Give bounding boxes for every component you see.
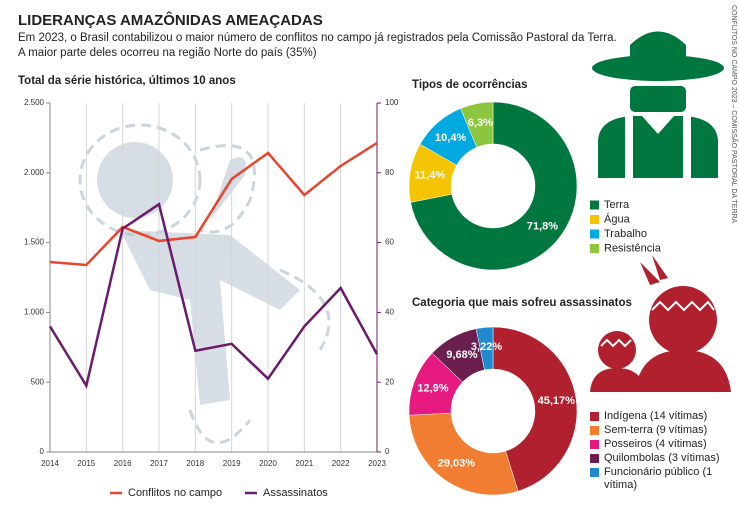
y-tick-label: 1.000 xyxy=(24,308,45,317)
value-label: 29,03% xyxy=(438,457,476,469)
legend-label: Terra xyxy=(604,199,630,211)
x-tick-label: 2016 xyxy=(114,459,132,468)
y2-tick-label: 60 xyxy=(385,238,394,247)
legend-swatch xyxy=(590,215,599,224)
y2-tick-label: 20 xyxy=(385,377,394,386)
x-tick-label: 2023 xyxy=(368,459,386,468)
donut-slice xyxy=(410,101,578,271)
x-tick-label: 2021 xyxy=(295,459,313,468)
x-tick-label: 2022 xyxy=(332,459,350,468)
legend-label: Trabalho xyxy=(604,228,647,240)
value-label: 71,8% xyxy=(527,221,558,233)
x-tick-label: 2017 xyxy=(150,459,168,468)
title: LIDERANÇAS AMAZÔNIDAS AMEAÇADAS xyxy=(18,12,323,29)
value-label: 6,3% xyxy=(468,117,493,129)
legend-swatch xyxy=(590,244,599,253)
legend-label: Posseiros (4 vítimas) xyxy=(604,438,707,450)
y-tick-label: 2.500 xyxy=(24,98,45,107)
source: CONFLITOS NO CAMPO 2023 – COMISSÃO PASTO… xyxy=(730,5,739,224)
value-label: 3,22% xyxy=(471,341,502,353)
legend-label: Indígena (14 vítimas) xyxy=(604,410,708,422)
legend-label: Sem-terra (9 vítimas) xyxy=(604,424,708,436)
y-tick-label: 1.500 xyxy=(24,238,45,247)
legend-label: Água xyxy=(604,212,631,225)
legend-label: Funcionário público (1 vítima) xyxy=(604,466,713,491)
series-line xyxy=(49,141,378,267)
legend: Indígena (14 vítimas) Sem-terra (9 vítima… xyxy=(590,410,735,493)
legend-label: Quilombolas (3 vítimas) xyxy=(604,452,720,464)
chart-title: Total da série histórica, últimos 10 ano… xyxy=(18,75,236,87)
x-tick-label: 2018 xyxy=(186,459,204,468)
subtitle: A maior parte deles ocorreu na região No… xyxy=(18,47,317,59)
farmer-details xyxy=(625,116,691,178)
legend-swatch xyxy=(590,440,599,449)
legend-item: Posseiros (4 vítimas) xyxy=(590,438,735,451)
legend-swatch xyxy=(590,468,599,477)
donut-slice xyxy=(408,412,519,496)
headband xyxy=(600,300,715,348)
x-tick-label: 2020 xyxy=(259,459,277,468)
x-tick-label: 2015 xyxy=(77,459,95,468)
value-label: 12,9% xyxy=(417,383,448,395)
legend-swatch xyxy=(590,454,599,463)
legend-swatch xyxy=(590,412,599,421)
donut-slice xyxy=(475,326,494,371)
legend-swatch xyxy=(590,229,599,239)
donut-slice xyxy=(460,101,494,148)
value-label: 10,4% xyxy=(435,132,466,144)
legend-item: Sem-terra (9 vítimas) xyxy=(590,424,735,437)
value-label: 11,4% xyxy=(415,170,446,182)
y2-tick-label: 100 xyxy=(385,98,399,107)
chart-title: Tipos de ocorrências xyxy=(412,79,527,91)
legend-label: Assassinatos xyxy=(263,487,328,499)
legend-swatch xyxy=(590,200,599,210)
subtitle: Em 2023, o Brasil contabilizou o maior n… xyxy=(18,32,617,44)
x-tick-label: 2014 xyxy=(41,459,59,468)
y2-tick-label: 40 xyxy=(385,308,394,317)
indigenous-icon xyxy=(590,255,731,392)
y2-tick-label: 80 xyxy=(385,168,394,177)
legend-swatch xyxy=(590,426,599,435)
background-figure xyxy=(97,142,300,405)
x-tick-label: 2019 xyxy=(223,459,241,468)
legend-item: Indígena (14 vítimas) xyxy=(590,410,735,423)
legend-label: Conflitos no campo xyxy=(128,487,222,499)
value-label: 45,17% xyxy=(538,395,576,407)
value-label: 9,68% xyxy=(446,349,477,361)
legend-item: Quilombolas (3 vítimas) xyxy=(590,452,735,465)
legend-item: Funcionário público (1 vítima) xyxy=(590,466,735,492)
legend-label: Resistência xyxy=(604,242,662,254)
y-tick-label: 2.000 xyxy=(24,168,45,177)
y-tick-label: 500 xyxy=(31,377,45,386)
donut-slice xyxy=(492,326,578,492)
y-tick-label: 0 xyxy=(40,447,45,456)
chart-title: Categoria que mais sofreu assassinatos xyxy=(412,297,632,309)
farmer-icon xyxy=(592,31,724,178)
y2-tick-label: 0 xyxy=(385,447,390,456)
series-line xyxy=(48,202,379,389)
